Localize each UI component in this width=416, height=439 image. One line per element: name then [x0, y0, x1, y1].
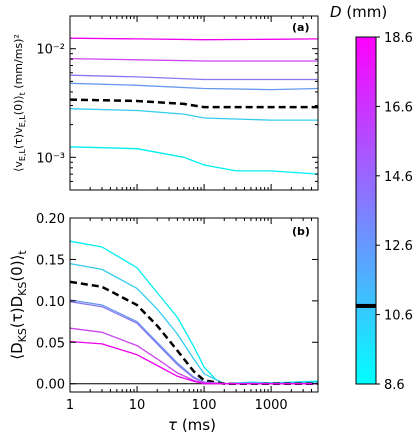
panel-a-label: (a) [292, 21, 309, 34]
series-line-b-3 [70, 280, 318, 385]
panel-b-xlabel: τ (ms) [168, 416, 216, 434]
y-tick-label: 10⁻² [36, 43, 65, 58]
y-tick-label: 0.05 [36, 336, 65, 351]
panel-b-frame [69, 217, 319, 393]
colorbar: 8.6 10.6 12.6 14.6 16.6 18.6 D (mm) [330, 3, 413, 393]
panel-b-ylabel: ⟨DKS(τ)DKS(0)⟩t [8, 250, 29, 360]
colorbar-tick-label: 16.6 [384, 100, 413, 115]
series-line-b-2 [70, 262, 318, 385]
y-tick-label: 0.10 [36, 295, 65, 310]
colorbar-gradient [355, 36, 377, 385]
x-tick-label: 1000 [255, 398, 288, 413]
series-line-b-1 [70, 240, 318, 385]
colorbar-tick-label: 12.6 [384, 239, 413, 254]
series-line-a-2 [70, 57, 318, 62]
colorbar-tick-label: 8.6 [384, 378, 405, 393]
series-line-a-6 [70, 108, 318, 121]
x-tick-label: 1 [66, 398, 74, 413]
panel-a-frame [69, 15, 319, 191]
colorbar-label: D (mm) [330, 3, 387, 21]
colorbar-marker [356, 303, 376, 308]
colorbar-tick-label: 10.6 [384, 309, 413, 324]
colorbar-tick-label: 14.6 [384, 170, 413, 185]
y-tick-label: 0.15 [36, 253, 65, 268]
panel-b: 1 10 100 1000 0.00 0.05 0.10 0.15 0.20 (b) ⟨DKS(… [8, 212, 319, 434]
series-line-a-1 [70, 37, 318, 41]
y-tick-label: 0.20 [36, 212, 65, 227]
series-line-b-6 [70, 327, 318, 385]
series-line-b-7 [70, 340, 318, 385]
series-line-a-7 [70, 146, 318, 175]
series-line-a-3 [70, 74, 318, 81]
x-tick-label: 100 [192, 398, 217, 413]
x-tick-label: 10 [129, 398, 146, 413]
series-line-a-4 [70, 82, 318, 91]
panel-a-ylabel: ⟨vE,L(τ)vE,L(0)⟩t (mm/ms)² [12, 34, 27, 172]
y-tick-label: 0.00 [36, 378, 65, 393]
y-tick-label: 10⁻³ [36, 151, 65, 166]
series-line-a-5 [70, 98, 318, 109]
colorbar-tick-label: 18.6 [384, 31, 413, 46]
panel-a: 10⁻³ 10⁻² (a) ⟨vE,L(τ)vE,L(0)⟩t (mm/ms)² [12, 15, 319, 191]
panel-b-label: (b) [292, 225, 310, 238]
